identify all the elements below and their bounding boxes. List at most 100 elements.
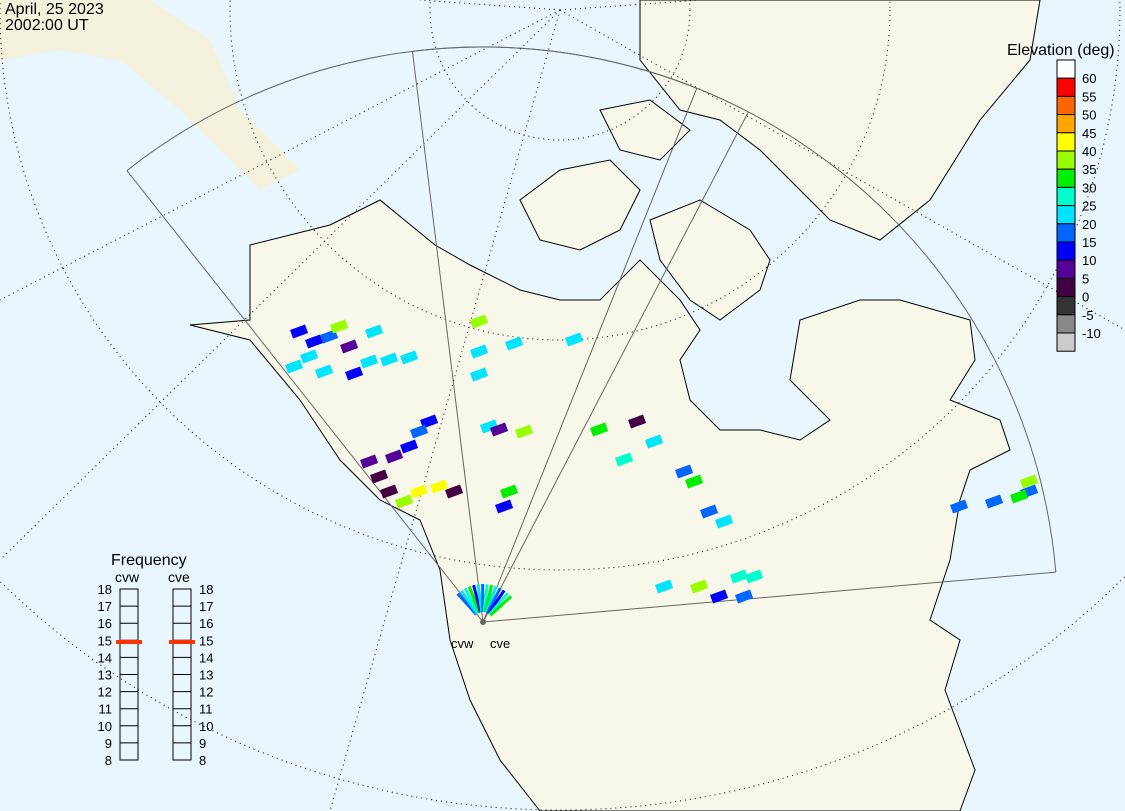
frequency-tick-right: 18 — [199, 582, 213, 597]
echo-cell — [615, 452, 634, 467]
echo-cell — [300, 349, 319, 364]
echo-ray — [485, 585, 498, 614]
echo-cell — [395, 494, 414, 509]
frequency-tick-right: 17 — [199, 599, 213, 614]
echo-cell — [710, 589, 729, 604]
fan-edge — [126, 170, 484, 623]
echo-ray — [487, 589, 506, 615]
echo-cell — [345, 366, 364, 381]
elevation-tick-label: -10 — [1082, 326, 1101, 341]
radar-site-marker — [480, 619, 486, 625]
echo-cell — [730, 569, 749, 584]
elevation-tick-label: 30 — [1082, 180, 1096, 195]
frequency-tick-right: 12 — [199, 685, 213, 700]
echo-cell — [627, 414, 647, 429]
elevation-swatch — [1056, 259, 1076, 279]
land-masses — [0, 0, 1041, 811]
elevation-swatch — [1056, 205, 1076, 225]
elevation-swatch — [1056, 277, 1076, 298]
elevation-tick-label: 45 — [1082, 126, 1096, 141]
echo-cell — [289, 324, 309, 339]
fan-edge — [482, 571, 1056, 623]
frequency-tick-right: 9 — [199, 736, 206, 751]
echo-cell — [589, 422, 609, 437]
radar-sites: cvw cve — [451, 619, 510, 651]
echo-ray — [463, 587, 480, 614]
echo-cell — [565, 332, 584, 347]
frequency-label-cvw: cvw — [115, 569, 140, 585]
elevation-swatch — [1056, 59, 1076, 79]
echo-cell — [505, 336, 524, 351]
echo-cell — [469, 344, 489, 359]
elevation-swatch — [1056, 296, 1076, 316]
echo-cell — [400, 439, 419, 454]
echo-cell — [400, 350, 419, 365]
elevation-swatch — [1056, 95, 1076, 116]
echo-cell — [1009, 489, 1029, 504]
echo-cell — [379, 352, 399, 367]
echo-ray — [467, 586, 481, 614]
elevation-tick-label: 25 — [1082, 199, 1096, 214]
frequency-tick-right: 14 — [199, 650, 213, 665]
elevation-legend-title: Elevation (deg) — [1007, 42, 1115, 59]
echo-cell — [984, 494, 1004, 509]
echo-ray — [486, 587, 502, 614]
echo-cell — [735, 589, 754, 604]
elevation-tick-label: 0 — [1082, 290, 1089, 305]
frequency-tick-right: 16 — [199, 616, 213, 631]
echo-cell — [489, 422, 509, 437]
elevation-swatch — [1056, 314, 1076, 334]
frequency-tick-left: 14 — [98, 650, 112, 665]
echo-cell — [385, 449, 404, 464]
frequency-tick-left: 8 — [105, 753, 112, 768]
frequency-tick-left: 12 — [98, 685, 112, 700]
fan-edge — [411, 51, 484, 623]
elevation-swatch — [1056, 241, 1076, 261]
echo-ray — [488, 592, 509, 616]
frequency-tick-left: 16 — [98, 616, 112, 631]
elevation-tick-label: 15 — [1082, 235, 1096, 250]
elevation-swatch — [1056, 168, 1076, 188]
echo-cell — [700, 504, 719, 519]
time-label: 2002:00 UT — [5, 17, 89, 34]
frequency-tick-left: 9 — [105, 736, 112, 751]
echo-ray — [483, 584, 494, 613]
echo-cell — [470, 314, 489, 329]
frequency-marker — [116, 640, 142, 645]
elevation-swatch — [1056, 223, 1076, 243]
land-baffin — [649, 199, 771, 321]
echo-cell — [500, 484, 519, 499]
fan-arc-cve — [412, 46, 1057, 573]
echo-cell — [360, 354, 379, 369]
elevation-tick-label: -5 — [1082, 308, 1094, 323]
radar-label-cvw: cvw — [451, 636, 474, 651]
land-siberia — [0, 0, 300, 190]
land-greenland — [639, 0, 1041, 241]
echo-cell — [314, 364, 334, 379]
elevation-tick-label: 20 — [1082, 217, 1096, 232]
elevation-swatch — [1056, 186, 1076, 207]
frequency-tick-left: 11 — [99, 702, 113, 717]
echo-cell — [644, 434, 664, 449]
elevation-swatch — [1056, 114, 1076, 134]
echo-cell — [950, 499, 969, 514]
frequency-tick-left: 10 — [98, 719, 112, 734]
echo-ray — [476, 584, 484, 613]
elevation-tick-label: 40 — [1082, 144, 1096, 159]
echo-cell — [370, 469, 389, 484]
fan-edge — [482, 111, 749, 623]
land-north-america — [189, 199, 1011, 811]
echo-ray — [472, 584, 482, 613]
frequency-title: Frequency — [111, 552, 187, 569]
echo-cell — [285, 359, 304, 374]
frequency-marker — [169, 640, 195, 645]
land-arctic-islands-2 — [599, 99, 691, 161]
echo-cell — [690, 579, 709, 594]
echo-cell — [1020, 474, 1039, 489]
echo-cell — [410, 424, 429, 439]
frequency-panel: Frequency cvw cve 18 18 17 17 16 16 15 15 14 14 13… — [98, 552, 214, 768]
frequency-tick-right: 15 — [199, 633, 213, 648]
echo-cell — [675, 464, 694, 479]
